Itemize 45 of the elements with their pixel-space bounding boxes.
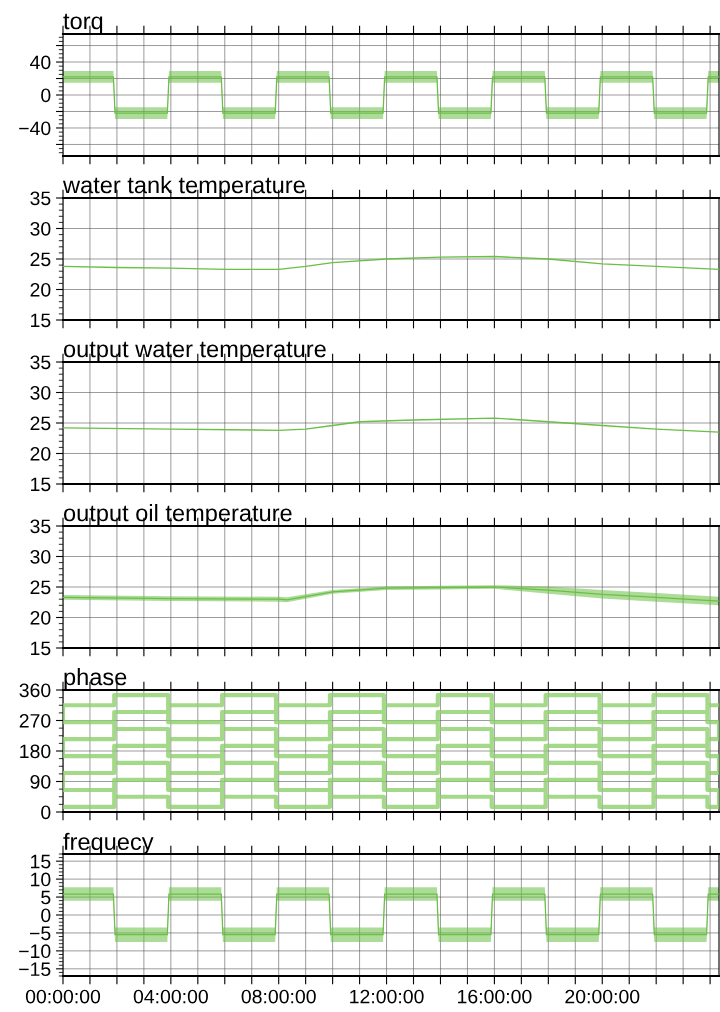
y-tick-label: 270 [19,713,51,728]
y-tick-label: 30 [30,221,51,236]
y-tick-label: 20 [30,282,51,297]
x-tick-label: 08:00:00 [241,989,316,1004]
x-tick-label: 00:00:00 [25,989,101,1004]
y-tick-label: 15 [31,313,51,328]
y-tick-label: 180 [20,744,51,759]
y-tick-label: 0 [41,805,51,820]
y-tick-label: 5 [41,890,51,905]
y-tick-label: 15 [31,641,51,656]
y-tick-label: 25 [30,252,51,267]
x-tick-label: 04:00:00 [133,989,208,1004]
y-tick-label: 15 [31,854,51,869]
y-tick-label: 25 [30,580,51,595]
y-tick-label: 0 [41,88,51,103]
y-tick-label: 90 [30,774,51,789]
y-tick-label: 35 [30,191,51,206]
y-tick-label: 0 [41,908,51,923]
y-tick-label: −40 [19,121,51,136]
y-tick-label: −10 [19,944,51,959]
x-tick-label: 16:00:00 [458,989,532,1004]
chart-title: frequecy [63,832,154,855]
y-tick-label: 30 [30,385,51,400]
y-tick-label: 35 [30,519,51,534]
y-tick-label: 25 [30,416,51,431]
line-series [63,255,719,271]
chart-title: output water temperature [63,341,326,362]
y-tick-label: −15 [19,962,51,977]
x-tick-label: 12:00:00 [350,989,424,1004]
chart-title: water tank temperature [62,175,305,198]
y-tick-label: −5 [29,926,51,941]
y-tick-label: 30 [30,549,51,564]
y-tick-label: 20 [30,610,51,625]
y-tick-label: 20 [30,446,51,461]
chart-title: torq [63,13,103,34]
y-tick-label: 35 [30,355,51,370]
line-series [63,417,719,433]
line-series [63,692,719,810]
chart-title: output oil temperature [63,503,292,526]
y-tick-label: 15 [31,477,51,492]
y-tick-label: 40 [30,55,51,70]
x-tick-label: 20:00:00 [565,989,640,1004]
chart-title: phase [64,667,127,690]
y-tick-label: 360 [19,683,51,698]
y-tick-label: 10 [31,872,51,887]
